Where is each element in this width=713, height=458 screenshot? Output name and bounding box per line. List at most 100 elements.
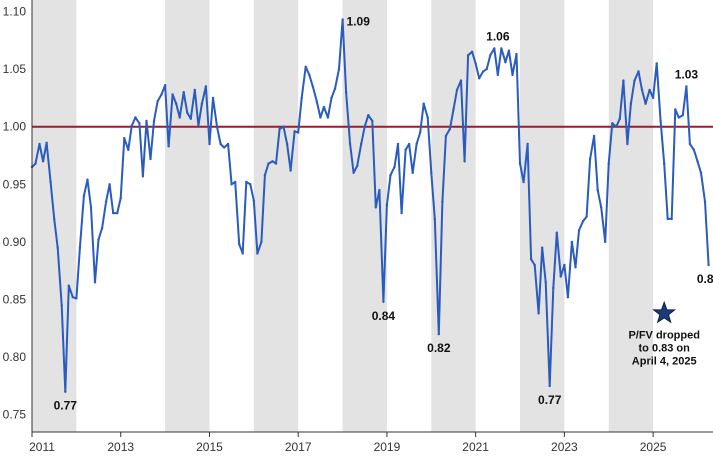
data-point <box>637 70 640 73</box>
data-point <box>581 220 585 223</box>
data-point <box>677 116 680 119</box>
data-point <box>463 160 466 163</box>
data-point <box>360 142 363 146</box>
data-point <box>444 134 448 138</box>
data-point <box>466 54 470 57</box>
data-point <box>615 125 618 128</box>
data-point <box>474 62 477 65</box>
data-point <box>626 142 629 146</box>
data-point <box>618 117 621 120</box>
data-point <box>116 211 119 215</box>
data-point <box>541 246 544 249</box>
data-point <box>67 284 71 287</box>
data-point <box>167 145 170 148</box>
data-point <box>304 65 307 69</box>
data-point <box>38 142 41 146</box>
data-point <box>71 296 75 299</box>
data-point <box>274 162 278 165</box>
marker-note-line: P/FV dropped <box>628 329 700 341</box>
data-point <box>160 93 163 96</box>
data-point <box>263 173 267 177</box>
data-point <box>422 102 425 105</box>
data-point <box>663 162 666 165</box>
data-point <box>426 116 429 119</box>
data-point <box>197 124 200 127</box>
data-point <box>419 131 422 134</box>
x-tick-label: 2019 <box>374 440 401 454</box>
data-point <box>337 67 341 71</box>
data-point <box>648 88 651 92</box>
data-point <box>222 146 226 149</box>
data-point <box>78 246 82 249</box>
data-point <box>238 243 241 246</box>
data-point <box>611 122 614 125</box>
data-point <box>699 171 703 174</box>
data-point <box>470 50 474 53</box>
data-point <box>200 102 204 105</box>
data-point <box>182 91 185 94</box>
data-point <box>692 148 696 151</box>
y-tick-labels: 1.10 1.05 1.00 0.95 0.90 0.85 0.80 0.75 <box>3 5 27 422</box>
data-point <box>119 196 122 200</box>
data-point <box>204 85 208 88</box>
data-point <box>53 217 56 221</box>
data-point <box>215 125 219 128</box>
data-point <box>175 102 178 105</box>
data-point <box>230 183 233 186</box>
data-point <box>659 119 662 123</box>
data-point <box>56 246 59 249</box>
data-point <box>622 79 625 82</box>
data-point <box>707 263 710 267</box>
data-point <box>385 203 389 207</box>
data-point <box>145 119 148 123</box>
data-point <box>430 171 433 174</box>
data-point <box>685 85 688 88</box>
data-point <box>75 297 78 300</box>
data-point <box>411 171 414 174</box>
data-point <box>330 96 333 100</box>
data-point <box>289 169 292 172</box>
value-label: 1.09 <box>347 15 371 29</box>
shaded-band <box>253 0 299 432</box>
data-point <box>300 96 303 100</box>
data-point <box>585 215 588 218</box>
data-point <box>655 62 658 65</box>
data-point <box>559 275 562 278</box>
data-point <box>640 88 644 92</box>
data-point <box>522 180 525 184</box>
data-point <box>149 157 152 161</box>
x-tick-label: 2013 <box>107 440 134 454</box>
data-point <box>448 127 452 131</box>
marker-note-line: to 0.83 on <box>639 342 691 354</box>
data-point <box>141 175 145 178</box>
data-point <box>34 162 37 165</box>
data-point <box>241 252 244 255</box>
data-point <box>104 200 108 203</box>
x-tick-label: 2015 <box>196 440 223 454</box>
data-point <box>178 116 181 119</box>
data-point <box>285 142 289 146</box>
data-point <box>245 180 248 184</box>
data-point <box>352 171 355 174</box>
data-point <box>371 119 374 123</box>
data-point <box>297 131 300 134</box>
data-point <box>344 91 348 94</box>
data-point <box>326 116 330 119</box>
data-point <box>278 127 281 131</box>
data-point <box>127 148 130 151</box>
data-point <box>226 142 230 146</box>
data-point <box>393 165 396 169</box>
data-point <box>123 137 126 140</box>
data-point <box>496 73 499 77</box>
data-point <box>260 240 263 244</box>
data-point <box>511 73 514 77</box>
data-point <box>293 130 296 133</box>
value-label: 0.77 <box>54 399 78 413</box>
data-point <box>404 148 407 151</box>
data-point <box>186 111 189 115</box>
data-point <box>504 61 507 64</box>
data-point <box>666 217 669 221</box>
data-point <box>489 54 492 57</box>
